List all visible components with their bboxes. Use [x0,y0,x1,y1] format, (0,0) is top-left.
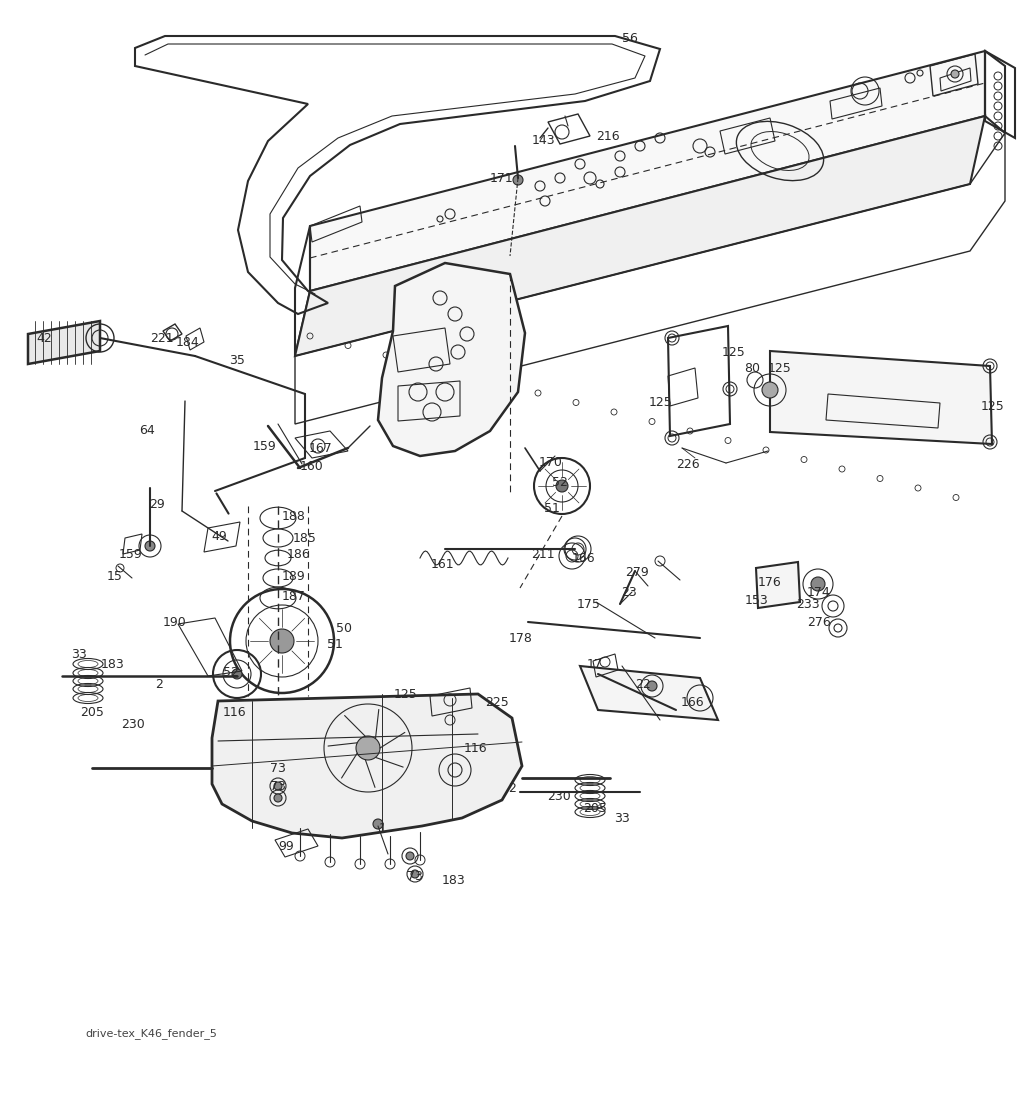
Circle shape [762,383,778,398]
Text: 159: 159 [253,439,276,453]
Text: 178: 178 [509,632,532,646]
Text: 171: 171 [490,172,514,185]
Text: 33: 33 [614,812,630,825]
Circle shape [411,870,419,878]
Circle shape [951,70,959,78]
Circle shape [145,541,155,551]
Text: 186: 186 [287,548,311,560]
Text: 29: 29 [150,498,165,511]
Text: 276: 276 [807,616,830,628]
Text: 225: 225 [485,696,509,709]
Polygon shape [770,351,992,444]
Text: 170: 170 [539,457,563,469]
Text: 183: 183 [442,874,466,887]
Text: 166: 166 [571,551,595,564]
Text: 73: 73 [270,762,286,775]
Text: 279: 279 [625,567,649,580]
Text: 143: 143 [531,134,555,147]
Text: 42: 42 [36,331,52,344]
Text: 183: 183 [101,659,125,672]
Text: 56: 56 [622,33,638,46]
Text: 125: 125 [981,400,1005,413]
Text: 125: 125 [394,687,418,700]
Circle shape [556,480,568,492]
Text: 52: 52 [552,477,568,490]
Text: 230: 230 [547,790,570,803]
Text: 73: 73 [408,869,423,882]
Text: 49: 49 [211,529,227,543]
Text: 185: 185 [293,532,317,545]
Text: 230: 230 [121,718,144,731]
Circle shape [513,175,523,185]
Text: drive-tex_K46_fender_5: drive-tex_K46_fender_5 [85,1028,217,1039]
Text: 175: 175 [578,598,601,612]
Text: 226: 226 [676,457,699,470]
Text: 2: 2 [508,783,516,796]
Text: 188: 188 [282,510,306,523]
Text: 52: 52 [223,666,239,680]
Text: 190: 190 [163,616,186,628]
Text: 233: 233 [797,598,820,612]
Text: 216: 216 [596,129,620,142]
Text: 80: 80 [744,362,760,375]
Text: 187: 187 [282,591,306,604]
Text: 125: 125 [768,363,792,376]
Text: 35: 35 [229,354,245,366]
Text: 153: 153 [745,594,769,606]
Text: 174: 174 [807,586,830,600]
Circle shape [274,794,282,802]
Text: 159: 159 [119,548,143,561]
Circle shape [811,576,825,591]
Text: 221: 221 [151,331,174,344]
Text: 33: 33 [71,649,87,662]
Text: 73: 73 [270,779,286,792]
Text: 211: 211 [531,548,555,560]
Text: 184: 184 [176,335,200,349]
Circle shape [232,669,242,680]
Text: 205: 205 [80,706,104,719]
Polygon shape [212,694,522,838]
Text: 125: 125 [649,397,673,410]
Circle shape [373,819,383,829]
Text: 23: 23 [622,585,637,598]
Circle shape [274,783,282,790]
Text: 2: 2 [155,678,163,692]
Text: 99: 99 [279,841,294,854]
Text: 116: 116 [463,742,486,755]
Text: 167: 167 [309,442,333,455]
Polygon shape [28,321,100,364]
Polygon shape [295,116,985,356]
Text: 22: 22 [635,678,651,692]
Text: 17: 17 [587,658,603,671]
Text: 205: 205 [583,801,607,814]
Text: 64: 64 [139,424,155,437]
Text: 160: 160 [300,459,324,472]
Text: 125: 125 [722,346,745,359]
Text: 15: 15 [108,571,123,583]
Polygon shape [756,562,800,608]
Text: 116: 116 [222,706,246,719]
Text: 1: 1 [379,822,387,835]
Text: 176: 176 [758,575,782,589]
Text: 50: 50 [336,621,352,635]
Circle shape [647,681,657,690]
Circle shape [406,852,414,860]
Polygon shape [580,666,718,720]
Text: 189: 189 [283,570,306,582]
Polygon shape [310,52,985,292]
Text: 51: 51 [544,502,560,514]
Text: 161: 161 [430,559,454,571]
Text: 166: 166 [680,696,703,708]
Circle shape [356,737,380,760]
Circle shape [270,629,294,653]
Text: 51: 51 [327,638,343,651]
Polygon shape [378,263,525,456]
